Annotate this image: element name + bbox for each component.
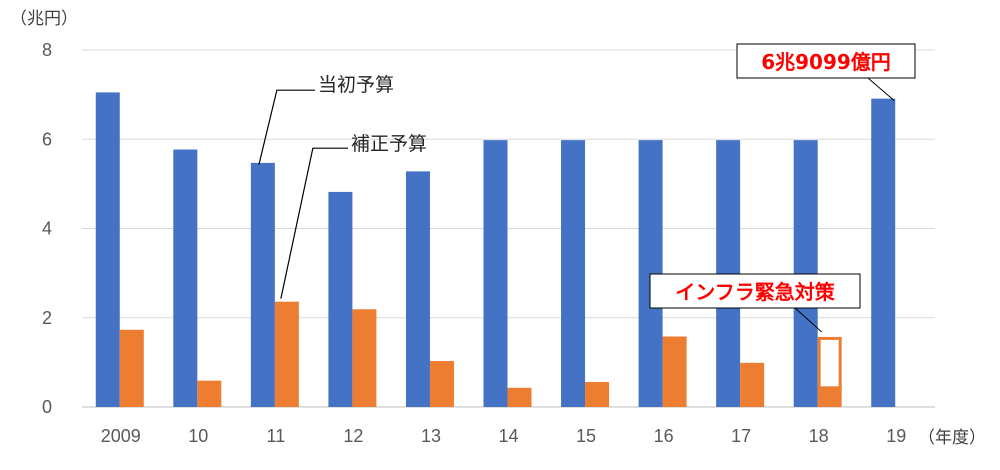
initial-budget-series-label: 当初予算: [318, 74, 394, 96]
total-callout-box: [736, 43, 916, 79]
initial-budget-bar-13: [405, 171, 430, 407]
y-tick-label: 4: [42, 219, 52, 239]
y-tick-label: 6: [42, 129, 52, 149]
x-tick-label: 13: [421, 426, 441, 446]
infrastructure-emergency-measure-bar: [817, 336, 842, 390]
emergency-callout-pointer: [794, 307, 823, 333]
supplementary-budget-bar-13: [429, 361, 454, 407]
y-tick-label: 8: [42, 40, 52, 60]
x-tick-label: 17: [731, 426, 751, 446]
supplementary-budget-bar-11: [274, 301, 299, 407]
initial-budget-bar-14: [483, 140, 508, 407]
x-tick-label: 12: [343, 426, 363, 446]
initial-budget-bar-12: [328, 191, 353, 407]
y-axis-tick-labels: 0 2 4 6 8: [42, 40, 52, 417]
x-axis-unit-label: （年度）: [918, 428, 986, 448]
initial-budget-bar-15: [561, 140, 586, 407]
x-tick-label: 11: [267, 426, 286, 446]
supplementary-budget-bar-17: [740, 362, 765, 407]
supplementary-budget-bar-12: [352, 309, 377, 407]
x-tick-label: 10: [188, 426, 208, 446]
initial-budget-bar-19: [871, 98, 896, 408]
supplementary-budget-bar-10: [197, 380, 222, 407]
x-tick-label: 16: [654, 426, 674, 446]
x-tick-label: 19: [886, 426, 906, 446]
x-tick-label: 14: [498, 426, 518, 446]
initial-budget-bar-10: [173, 149, 198, 408]
emergency-callout-text: インフラ緊急対策: [675, 280, 835, 304]
y-tick-label: 0: [42, 397, 52, 417]
grid-lines: [82, 49, 935, 408]
supplementary-budget-bar-2009: [119, 329, 144, 407]
total-callout-pointer: [867, 77, 895, 102]
supplementary-budget-series-label: 補正予算: [351, 133, 427, 155]
emergency-callout-box: [649, 273, 861, 309]
total-callout-text: 6兆9099億円: [761, 50, 891, 74]
x-tick-label: 18: [809, 426, 829, 446]
supplementary-budget-bar-15: [585, 382, 610, 407]
initial-budget-bar-2009: [95, 92, 120, 408]
y-axis-unit-label: （兆円）: [10, 9, 78, 29]
x-tick-label: 15: [576, 426, 596, 446]
supplementary-budget-bar-14: [507, 387, 532, 407]
supplementary-budget-leader-line: [280, 147, 348, 299]
initial-budget-bar-11: [250, 162, 275, 407]
initial-budget-leader-line: [258, 89, 315, 166]
y-tick-label: 2: [42, 308, 52, 328]
supplementary-budget-bar-16: [662, 336, 687, 407]
x-axis-tick-labels: 2009 10 11 12 13 14 15 16 17 18 19: [101, 426, 906, 446]
supplementary-budget-bar-18: [817, 387, 842, 407]
x-tick-label: 2009: [101, 426, 141, 446]
